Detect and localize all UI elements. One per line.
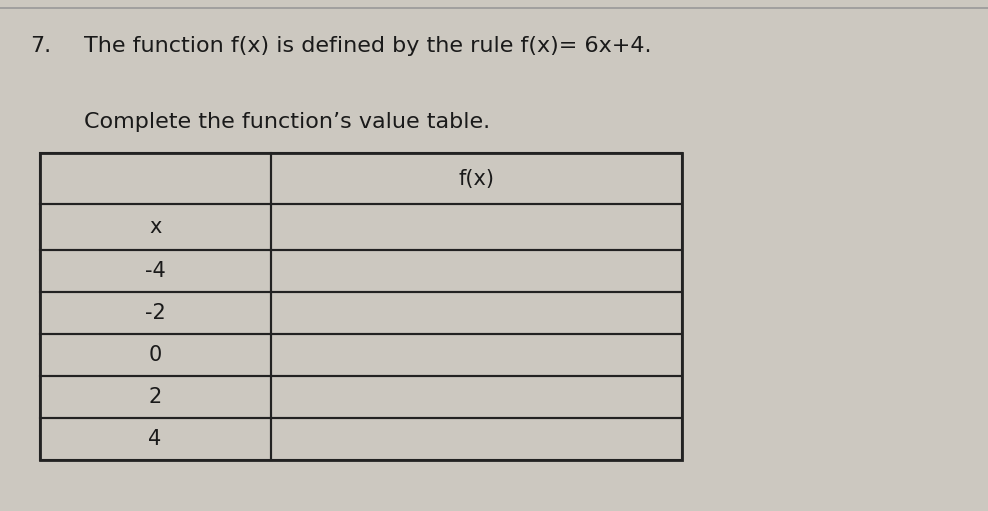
Bar bbox=[40, 153, 682, 460]
Bar bbox=[40, 334, 271, 376]
Bar bbox=[40, 250, 271, 292]
Bar bbox=[40, 204, 271, 250]
Bar bbox=[271, 376, 682, 418]
Bar bbox=[40, 292, 271, 334]
Text: 2: 2 bbox=[148, 387, 162, 407]
Bar bbox=[271, 292, 682, 334]
Bar bbox=[40, 153, 271, 204]
Bar bbox=[40, 376, 271, 418]
Text: -2: -2 bbox=[144, 303, 166, 323]
Bar bbox=[40, 418, 271, 460]
Text: x: x bbox=[149, 217, 161, 238]
Bar bbox=[271, 334, 682, 376]
Bar bbox=[271, 250, 682, 292]
Text: 0: 0 bbox=[148, 345, 162, 365]
Bar bbox=[271, 418, 682, 460]
Text: 4: 4 bbox=[148, 429, 162, 449]
Text: 7.: 7. bbox=[30, 36, 50, 56]
Text: -4: -4 bbox=[144, 261, 166, 282]
Bar bbox=[271, 204, 682, 250]
Bar bbox=[271, 153, 682, 204]
Text: The function f(x) is defined by the rule f(x)= 6x+4.: The function f(x) is defined by the rule… bbox=[84, 36, 651, 56]
Text: f(x): f(x) bbox=[458, 169, 494, 189]
Text: Complete the function’s value table.: Complete the function’s value table. bbox=[84, 112, 490, 132]
